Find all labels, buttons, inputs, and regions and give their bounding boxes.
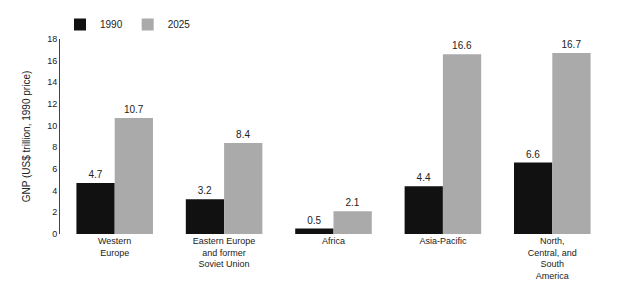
svg-text:0: 0: [52, 229, 57, 239]
svg-text:6.6: 6.6: [526, 149, 540, 160]
svg-text:2025: 2025: [168, 19, 191, 30]
svg-text:12: 12: [47, 99, 57, 109]
svg-text:1990: 1990: [100, 19, 123, 30]
svg-text:4.7: 4.7: [88, 169, 102, 180]
svg-text:Asia-Pacific: Asia-Pacific: [419, 236, 467, 246]
svg-text:4: 4: [52, 186, 57, 196]
svg-text:GNP (US$ trillion, 1990 price): GNP (US$ trillion, 1990 price): [21, 71, 32, 203]
svg-text:4.4: 4.4: [417, 172, 431, 183]
svg-text:8: 8: [52, 142, 57, 152]
svg-text:2: 2: [52, 207, 57, 217]
svg-text:3.2: 3.2: [198, 185, 212, 196]
svg-text:8.4: 8.4: [236, 129, 250, 140]
svg-text:0.5: 0.5: [307, 215, 321, 226]
svg-text:Eastern Europeand formerSoviet: Eastern Europeand formerSoviet Union: [193, 236, 256, 269]
svg-text:14: 14: [47, 77, 57, 87]
svg-text:North,Central, andSouthAmerica: North,Central, andSouthAmerica: [528, 236, 577, 281]
svg-text:10.7: 10.7: [124, 104, 144, 115]
svg-text:WesternEurope: WesternEurope: [98, 236, 131, 258]
svg-text:10: 10: [47, 121, 57, 131]
svg-text:16.6: 16.6: [452, 40, 472, 51]
svg-text:6: 6: [52, 164, 57, 174]
svg-text:2.1: 2.1: [345, 197, 359, 208]
svg-text:Africa: Africa: [322, 236, 345, 246]
svg-text:18: 18: [47, 34, 57, 44]
svg-text:16: 16: [47, 56, 57, 66]
svg-text:16.7: 16.7: [561, 39, 581, 50]
